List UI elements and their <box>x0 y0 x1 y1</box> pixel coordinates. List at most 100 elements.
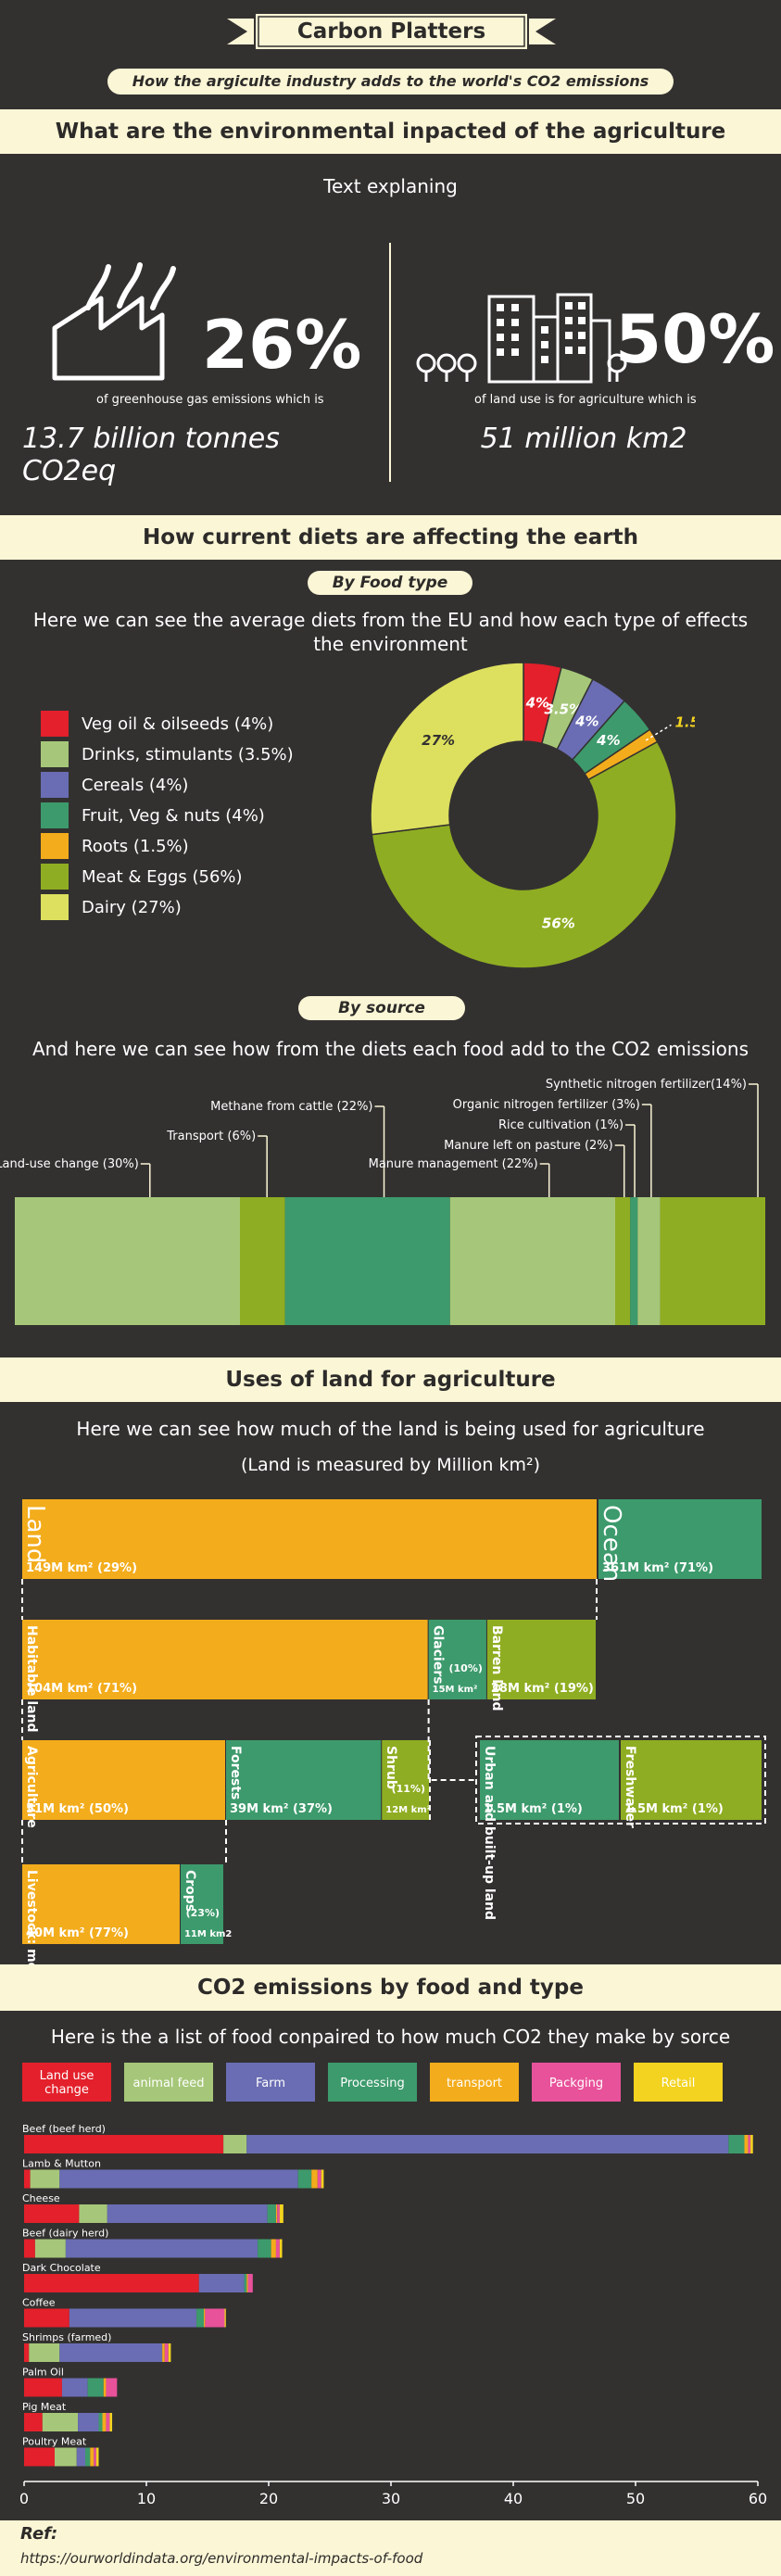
co2-legend-label: Processing <box>340 2077 404 2090</box>
land-segment-name: Agriculture <box>24 1746 39 1828</box>
land-segment-name: Crops <box>183 1870 197 1912</box>
source-pill: By source <box>298 996 465 1020</box>
source-segment <box>660 1197 765 1325</box>
donut-leader-line <box>645 724 672 741</box>
co2-food-label: Cheese <box>22 2192 60 2204</box>
co2-bar-segment <box>297 2169 312 2189</box>
land-segment <box>22 1864 180 1944</box>
co2-food-label: Palm Oil <box>22 2367 64 2379</box>
legend-swatch <box>41 741 69 767</box>
co2-x-tick-label: 0 <box>19 2490 29 2507</box>
donut-slice-label: 56% <box>542 915 575 932</box>
section4-title: CO2 emissions by food and type <box>0 1964 781 2011</box>
donut-slice-label: 27% <box>422 732 455 749</box>
co2-bar-segment <box>204 2308 206 2328</box>
land-unit-note: (Land is measured by Million km²) <box>240 1455 541 1475</box>
source-label: Manure management (22%) <box>369 1157 538 1171</box>
land-segment <box>22 1499 597 1579</box>
land-segment-name: Freshwater <box>623 1746 637 1828</box>
reference-link[interactable]: https://ourworldindata.org/environmental… <box>20 2550 423 2567</box>
co2-bar-segment <box>103 2378 107 2397</box>
emissions-caption: of greenhouse gas emissions which is <box>96 393 324 407</box>
section1-title: What are the environmental inpacted of t… <box>0 109 781 154</box>
co2-bar-segment <box>24 2274 199 2292</box>
co2-bar-segment <box>198 2274 245 2292</box>
section3-title: Uses of land for agriculture <box>0 1357 781 1402</box>
co2-legend-box <box>22 2063 111 2102</box>
co2-bar-segment <box>24 2378 62 2397</box>
co2-bar-segment <box>76 2447 85 2467</box>
land-segment-name: Land <box>21 1505 49 1563</box>
land-segment-label: 40M km² (77%) <box>26 1926 129 1940</box>
co2-bar-segment <box>205 2308 225 2328</box>
land-segment <box>598 1499 762 1579</box>
co2-x-tick-label: 10 <box>137 2490 156 2507</box>
co2-bar-segment <box>102 2413 107 2431</box>
co2-bar-segment <box>168 2343 171 2362</box>
source-label: Manure left on pasture (2%) <box>444 1139 613 1153</box>
land-segment <box>226 1740 382 1820</box>
co2-food-label: Beef (dairy herd) <box>22 2228 108 2240</box>
co2-bar-segment <box>24 2135 224 2153</box>
pie-legend-item: Roots (1.5%) <box>41 832 189 860</box>
source-segment <box>284 1197 450 1325</box>
land-segment-pct: (23%) <box>186 1907 220 1919</box>
legend-swatch <box>41 802 69 828</box>
co2-bar-segment <box>106 2413 110 2431</box>
legend-label: Fruit, Veg & nuts (4%) <box>82 805 265 826</box>
co2-bar-segment <box>277 2204 280 2223</box>
land-segment-label: 1.5M km² (1%) <box>624 1802 724 1816</box>
co2-bar-segment <box>98 2413 103 2431</box>
co2-bar-segment <box>90 2447 94 2467</box>
co2-bar-segment <box>69 2308 197 2328</box>
co2-legend-box <box>124 2063 213 2102</box>
land-segment-name: Barren land <box>489 1625 504 1711</box>
land-connector <box>21 1820 227 1865</box>
donut-slice-label: 3.5% <box>544 701 583 717</box>
land-description: Here we can see how much of the land is … <box>76 1418 705 1440</box>
page-subtitle: How the argiculte industry adds to the w… <box>107 69 674 95</box>
co2-bar-segment <box>279 2239 283 2258</box>
co2-legend-label: Retail <box>661 2077 696 2090</box>
page-title: Carbon Platters <box>296 19 486 44</box>
co2-bar-segment <box>24 2343 30 2362</box>
land-segment <box>486 1620 596 1699</box>
landuse-percent: 50% <box>615 300 775 378</box>
co2-x-tick-label: 30 <box>382 2490 400 2507</box>
section2-title: How current diets are affecting the eart… <box>0 515 781 560</box>
emissions-percent: 26% <box>202 306 362 384</box>
pie-legend-item: Cereals (4%) <box>41 771 188 799</box>
co2-bar-segment <box>750 2135 753 2153</box>
co2-food-label: Shrimps (farmed) <box>22 2331 111 2343</box>
source-segment <box>637 1197 661 1325</box>
land-segment <box>428 1620 486 1699</box>
city-trees-icon <box>416 293 627 384</box>
co2-bar-segment <box>78 2413 99 2431</box>
co2-bar-segment <box>267 2204 276 2223</box>
co2-bar-segment <box>246 2135 729 2153</box>
co2-legend-label: Farm <box>256 2077 285 2090</box>
co2-bar-segment <box>94 2447 96 2467</box>
co2-bar-segment <box>223 2135 247 2153</box>
co2-bar-segment <box>61 2378 88 2397</box>
co2-legend-label: transport <box>447 2077 502 2090</box>
co2-bar-segment <box>42 2413 79 2431</box>
co2-food-label: Coffee <box>22 2297 56 2309</box>
source-description: And here we can see how from the diets e… <box>31 1038 750 1060</box>
land-connector <box>21 1579 598 1620</box>
co2-x-tick-label: 40 <box>504 2490 523 2507</box>
co2-bar-segment <box>275 2204 278 2223</box>
co2-bar-segment <box>196 2308 205 2328</box>
land-segment-name: Glaciers <box>431 1625 446 1685</box>
pie-legend-item: Drinks, stimulants (3.5%) <box>41 740 294 768</box>
co2-legend-label: Land use change <box>40 2069 94 2097</box>
land-segment-name: Urban and built-up land <box>482 1746 497 1920</box>
co2-legend-box <box>634 2063 723 2102</box>
source-segment <box>15 1197 240 1325</box>
source-segment <box>240 1197 285 1325</box>
legend-swatch <box>41 772 69 798</box>
co2-bar-segment <box>224 2308 226 2328</box>
donut-slice-label: 1.5% <box>674 713 695 730</box>
co2-food-label: Lamb & Mutton <box>22 2158 101 2170</box>
